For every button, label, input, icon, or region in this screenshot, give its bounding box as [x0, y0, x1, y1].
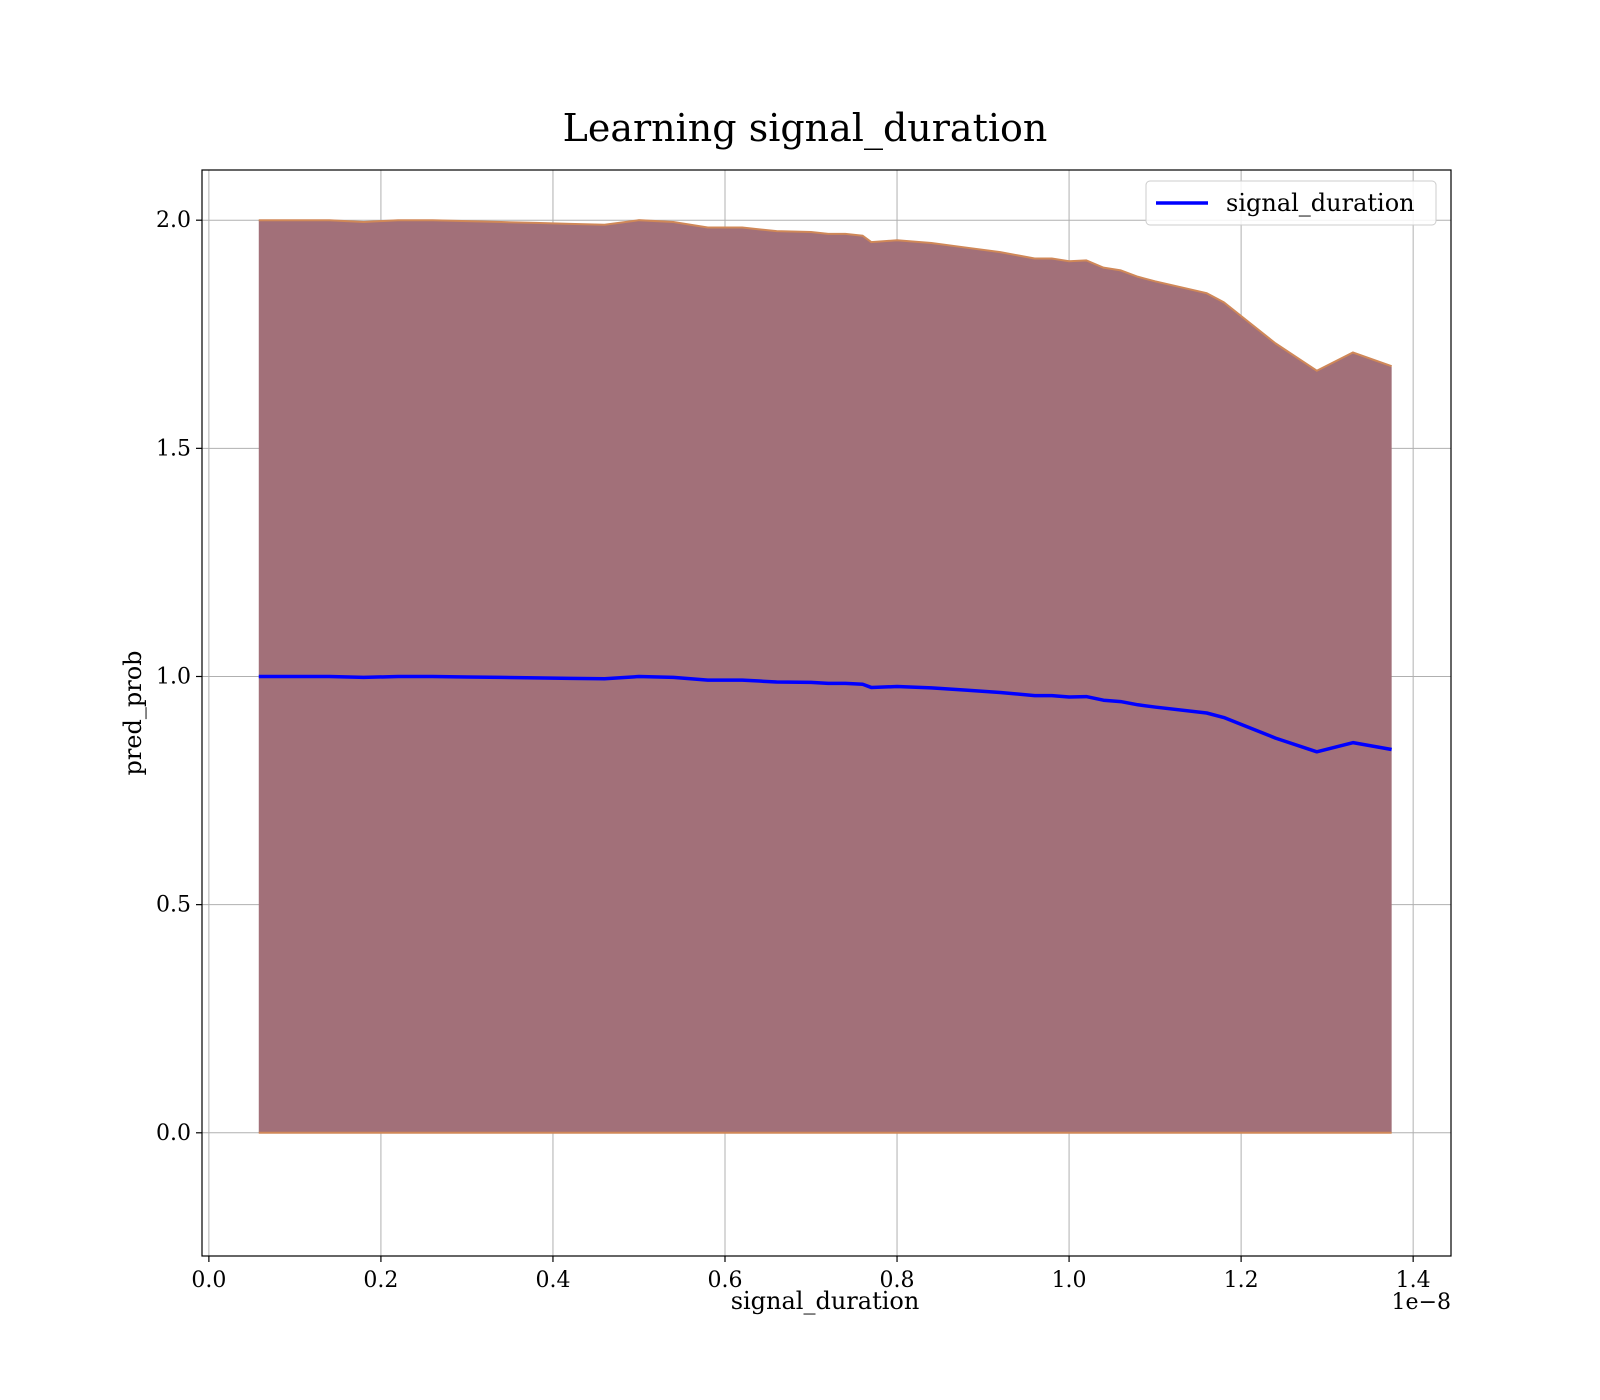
x-tick-label: 1.2	[1224, 1268, 1259, 1293]
x-axis-label: signal_duration	[731, 1287, 920, 1315]
band-area	[258, 220, 1392, 1133]
y-axis-label: pred_prob	[119, 650, 147, 775]
series-line	[258, 674, 1392, 754]
y-tick-label: 0.0	[156, 1121, 191, 1146]
series-lines	[258, 674, 1392, 754]
chart-title: Learning signal_duration	[563, 106, 1048, 151]
x-axis-offset-label: 1e−8	[1392, 1290, 1451, 1315]
axes: 0.0 0.2 0.4 0.6 0.8 1.0 1.2 1.4 0.0 0.5 1.0 1.5 2.0	[156, 169, 1452, 1293]
x-tick-label: 1.4	[1396, 1268, 1431, 1293]
x-tick-label: 0.6	[707, 1268, 742, 1293]
x-tick-label: 0.4	[535, 1268, 570, 1293]
confidence-band	[258, 219, 1392, 1134]
y-tick-label: 2.0	[156, 208, 191, 233]
y-tick-label: 0.5	[156, 893, 191, 918]
x-tick-label: 0.2	[363, 1268, 398, 1293]
x-tick-label: 1.0	[1052, 1268, 1087, 1293]
legend-box	[1145, 180, 1437, 226]
y-tick-label: 1.0	[156, 664, 191, 689]
y-tick-label: 1.5	[156, 436, 191, 461]
x-tick-label: 0.8	[880, 1268, 915, 1293]
x-tick-label: 0.0	[191, 1268, 226, 1293]
legend: signal_duration	[1145, 180, 1437, 226]
legend-label: signal_duration	[1226, 189, 1415, 217]
plot-frame	[201, 169, 1452, 1257]
band-upper-edge	[258, 219, 1392, 372]
